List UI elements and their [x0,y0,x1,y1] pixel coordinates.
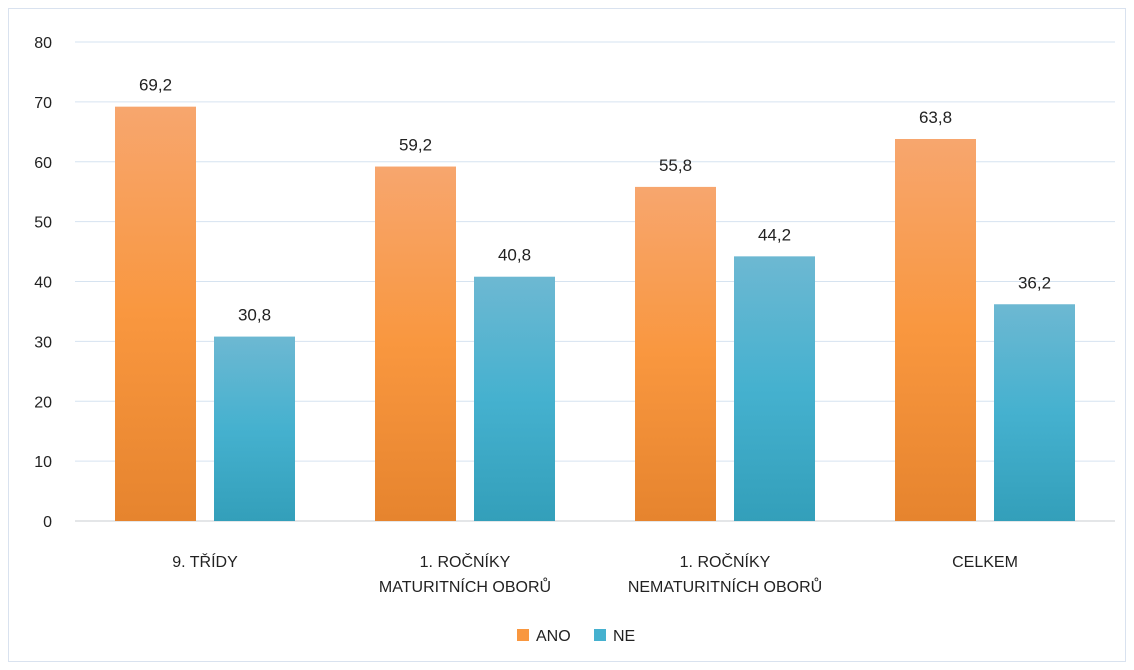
category-label: 1. ROČNÍKY [420,552,511,571]
y-tick-label: 10 [34,454,52,471]
category-label: MATURITNÍCH OBORŮ [379,577,551,596]
x-axis-category-labels: 9. TŘÍDY 1. ROČNÍKY MATURITNÍCH OBORŮ 1. RO… [172,552,1018,596]
y-tick-label: 0 [43,514,52,531]
y-tick-label: 80 [34,35,52,52]
category-label: NEMATURITNÍCH OBORŮ [628,577,822,596]
data-label: 63,8 [919,108,952,127]
data-label: 44,2 [758,225,791,244]
bar-ne [734,256,815,521]
data-labels: 69,2 30,8 59,2 40,8 55,8 44,2 63,8 36,2 [139,76,1051,325]
bar-ne [214,336,295,521]
bar-ano [635,186,716,521]
bar-chart: 0 10 20 30 40 50 60 70 80 69,2 30,8 59,2 40,8 55,8 44… [34,35,1115,645]
legend-label-ne: NE [613,628,635,645]
y-tick-label: 60 [34,155,52,172]
y-tick-label: 20 [34,394,52,411]
bar-ano [115,106,196,521]
bar-ne [474,276,555,521]
bar-ano [375,166,456,522]
bar-ano [895,138,976,521]
y-axis-tick-labels: 0 10 20 30 40 50 60 70 80 [34,35,52,531]
legend: ANO NE [517,628,635,645]
category-label: 9. TŘÍDY [172,552,238,571]
data-label: 55,8 [659,156,692,175]
bars [115,106,1075,522]
y-tick-label: 30 [34,334,52,351]
legend-label-ano: ANO [536,628,571,645]
bar-ne [994,304,1075,521]
legend-swatch-ano [517,629,529,641]
chart-frame: 0 10 20 30 40 50 60 70 80 69,2 30,8 59,2 40,8 55,8 44… [8,8,1126,662]
y-tick-label: 50 [34,215,52,232]
y-tick-label: 40 [34,275,52,292]
data-label: 36,2 [1018,273,1051,292]
data-label: 30,8 [238,306,271,325]
legend-swatch-ne [594,629,606,641]
y-tick-label: 70 [34,95,52,112]
data-label: 69,2 [139,76,172,95]
data-label: 40,8 [498,246,531,265]
category-label: 1. ROČNÍKY [680,552,771,571]
data-label: 59,2 [399,136,432,155]
category-label: CELKEM [952,554,1018,571]
